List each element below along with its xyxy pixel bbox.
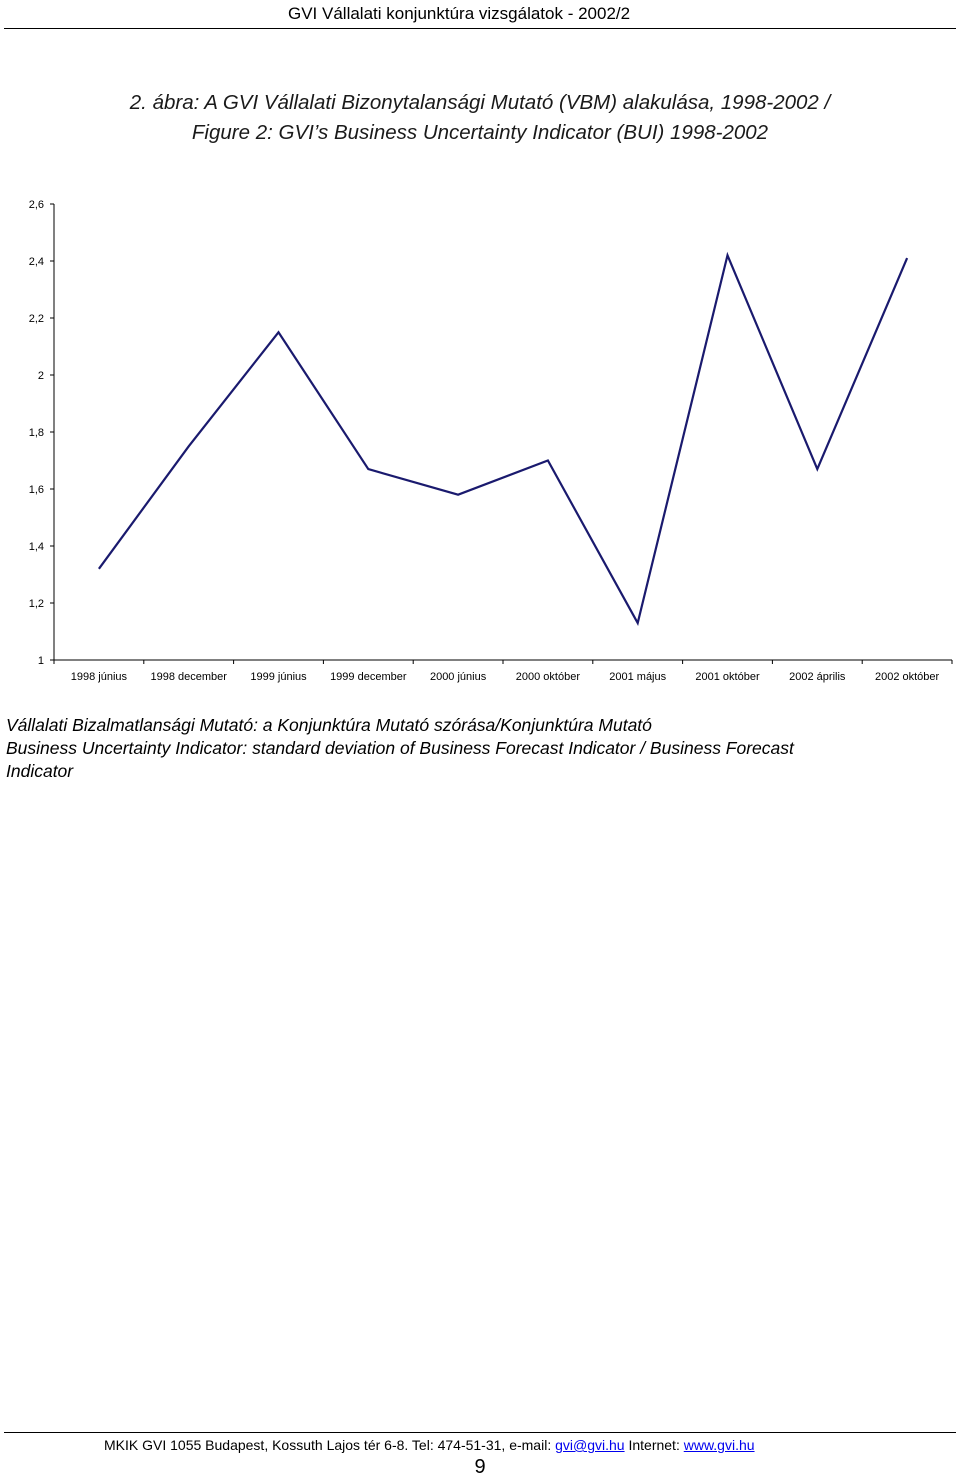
x-axis: 1998 június 1998 december 1999 június 1999 … xyxy=(54,660,952,683)
y-tick-label: 1,4 xyxy=(29,541,44,553)
footer-internet-label: Internet: xyxy=(625,1437,684,1453)
website-link[interactable]: www.gvi.hu xyxy=(684,1437,755,1453)
x-tick-label: 2000 június xyxy=(430,671,487,683)
caption-line-1: Vállalati Bizalmatlansági Mutató: a Konj… xyxy=(6,714,946,737)
x-tick-label: 2002 április xyxy=(789,671,846,683)
footer-contact: MKIK GVI 1055 Budapest, Kossuth Lajos té… xyxy=(104,1437,755,1453)
x-tick-label: 1999 december xyxy=(330,671,407,683)
x-tick-label: 1999 június xyxy=(250,671,307,683)
figure-title-line-1: 2. ábra: A GVI Vállalati Bizonytalansági… xyxy=(60,88,900,118)
page-header: GVI Vállalati konjunktúra vizsgálatok - … xyxy=(0,0,960,34)
x-tick-label: 2000 október xyxy=(516,671,581,683)
x-tick-label: 2001 május xyxy=(609,671,666,683)
header-divider xyxy=(4,28,956,29)
y-tick-label: 2 xyxy=(38,370,44,382)
caption-line-2: Business Uncertainty Indicator: standard… xyxy=(6,737,946,760)
x-tick-label: 1998 június xyxy=(71,671,128,683)
footer-address: MKIK GVI 1055 Budapest, Kossuth Lajos té… xyxy=(104,1437,555,1453)
y-axis: 1 1,2 1,4 1,6 1,8 2 2,2 2,4 2,6 xyxy=(29,199,54,667)
y-tick-label: 2,2 xyxy=(29,313,44,325)
y-tick-label: 2,6 xyxy=(29,199,44,211)
series-lines xyxy=(99,255,907,623)
footer-divider xyxy=(4,1432,956,1433)
y-tick-label: 1 xyxy=(38,655,44,667)
caption-line-3: Indicator xyxy=(6,760,946,783)
x-tick-label: 1998 december xyxy=(150,671,227,683)
y-tick-label: 1,2 xyxy=(29,598,44,610)
figure-title-line-2: Figure 2: GVI’s Business Uncertainty Ind… xyxy=(60,118,900,148)
email-link[interactable]: gvi@gvi.hu xyxy=(555,1437,624,1453)
x-tick-label: 2001 október xyxy=(695,671,760,683)
figure-title: 2. ábra: A GVI Vállalati Bizonytalansági… xyxy=(60,88,900,148)
page-number: 9 xyxy=(0,1456,960,1479)
header-title: GVI Vállalati konjunktúra vizsgálatok - … xyxy=(288,4,630,24)
figure-caption: Vállalati Bizalmatlansági Mutató: a Konj… xyxy=(6,714,946,783)
y-tick-label: 2,4 xyxy=(29,256,44,268)
y-tick-label: 1,8 xyxy=(29,427,44,439)
x-tick-label: 2002 október xyxy=(875,671,940,683)
y-tick-label: 1,6 xyxy=(29,484,44,496)
series-line xyxy=(99,255,907,623)
